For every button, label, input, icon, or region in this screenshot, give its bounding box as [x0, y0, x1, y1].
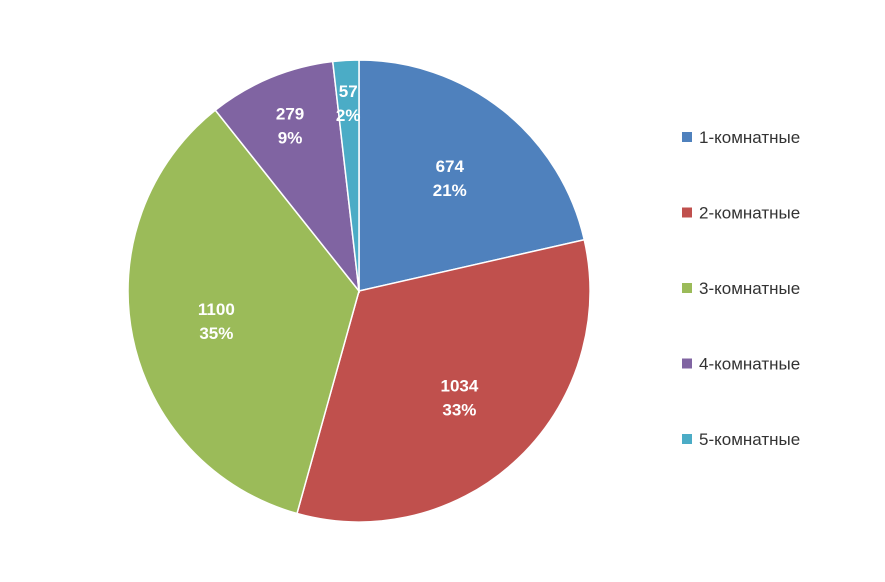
legend-swatch [682, 207, 692, 218]
legend-item-2: 2-комнатные [682, 204, 800, 223]
slice-percent-label: 35% [199, 324, 233, 343]
legend: 1-комнатные 2-комнатные 3-комнатные 4-комна… [682, 128, 800, 449]
legend-label: 2-комнатные [699, 204, 800, 223]
pie-slice-3 [127, 109, 360, 515]
slice-value-label: 1100 [198, 300, 235, 319]
slice-value-label: 674 [436, 157, 465, 176]
slice-value-label: 1034 [440, 376, 478, 395]
legend-item-5: 5-комнатные [682, 430, 800, 449]
slice-data-label-5: 57 2% [336, 82, 361, 125]
slice-percent-label: 2% [336, 106, 361, 125]
legend-swatch [682, 434, 692, 444]
slice-data-label-1: 674 21% [433, 157, 467, 200]
pie-slice-4 [214, 60, 361, 294]
legend-swatch [682, 132, 692, 142]
pie-slices [127, 59, 591, 523]
pie-slice-1 [358, 59, 586, 292]
legend-item-4: 4-комнатные [682, 355, 800, 374]
slice-data-label-3: 1100 35% [198, 300, 235, 343]
legend-label: 4-комнатные [699, 355, 800, 374]
slice-data-label-4: 279 9% [276, 105, 304, 148]
slice-percent-label: 21% [433, 181, 467, 200]
legend-item-3: 3-комнатные [682, 279, 800, 298]
legend-label: 3-комнатные [699, 279, 800, 298]
slice-percent-label: 33% [442, 400, 476, 419]
slice-value-label: 279 [276, 105, 304, 124]
slice-value-label: 57 [339, 82, 358, 101]
legend-label: 1-комнатные [699, 128, 800, 147]
slice-percent-label: 9% [278, 129, 303, 148]
legend-swatch [682, 283, 692, 293]
pie-slice-5 [331, 59, 360, 292]
legend-swatch [682, 358, 692, 369]
legend-item-1: 1-комнатные [682, 128, 800, 147]
legend-label: 5-комнатные [699, 430, 800, 449]
slice-data-label-2: 1034 33% [440, 376, 478, 419]
pie-slice-2 [296, 238, 591, 523]
pie-data-labels: 674 21%1034 33%1100 35%279 9%57 2% [198, 82, 479, 419]
